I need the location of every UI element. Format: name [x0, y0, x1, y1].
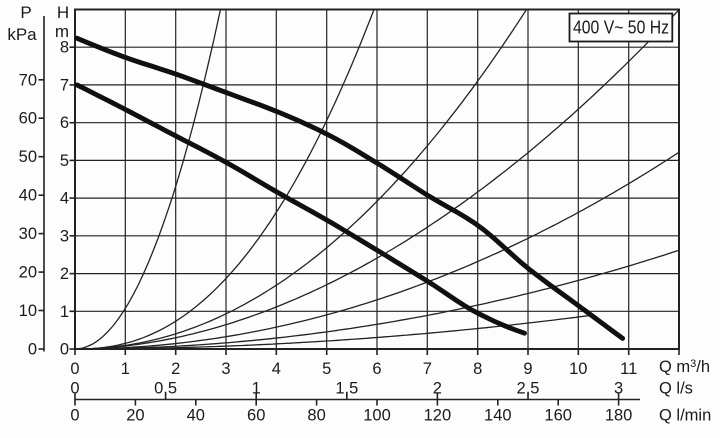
svg-text:180: 180: [605, 407, 633, 425]
svg-text:0: 0: [60, 341, 69, 359]
svg-text:100: 100: [363, 407, 391, 425]
svg-text:Q l/min: Q l/min: [659, 407, 711, 425]
svg-text:0: 0: [28, 341, 37, 359]
svg-text:1,5: 1,5: [335, 380, 358, 398]
svg-text:10: 10: [19, 302, 37, 320]
svg-text:4: 4: [272, 360, 281, 378]
svg-text:40: 40: [19, 187, 37, 205]
svg-text:20: 20: [126, 407, 144, 425]
svg-text:0: 0: [70, 360, 79, 378]
svg-text:60: 60: [247, 407, 265, 425]
svg-text:20: 20: [19, 264, 37, 282]
svg-text:3: 3: [60, 227, 69, 245]
svg-text:2: 2: [171, 360, 180, 378]
svg-text:30: 30: [19, 225, 37, 243]
svg-text:8: 8: [473, 360, 482, 378]
svg-text:50: 50: [19, 148, 37, 166]
svg-text:10: 10: [569, 360, 587, 378]
svg-text:7: 7: [60, 76, 69, 94]
svg-text:4: 4: [60, 190, 69, 208]
svg-text:80: 80: [307, 407, 325, 425]
svg-text:3: 3: [221, 360, 230, 378]
svg-text:8: 8: [60, 39, 69, 57]
svg-text:0: 0: [70, 407, 79, 425]
svg-text:6: 6: [372, 360, 381, 378]
svg-text:2: 2: [433, 380, 442, 398]
svg-text:Q l/s: Q l/s: [659, 380, 693, 398]
svg-text:160: 160: [544, 407, 572, 425]
svg-text:7: 7: [423, 360, 432, 378]
svg-text:m: m: [55, 22, 69, 41]
svg-text:5: 5: [322, 360, 331, 378]
svg-text:60: 60: [19, 110, 37, 128]
svg-text:120: 120: [424, 407, 452, 425]
svg-text:400 V~ 50 Hz: 400 V~ 50 Hz: [573, 18, 669, 38]
svg-text:1: 1: [60, 303, 69, 321]
svg-text:1: 1: [252, 380, 261, 398]
svg-text:40: 40: [187, 407, 205, 425]
svg-text:9: 9: [523, 360, 532, 378]
svg-text:70: 70: [19, 71, 37, 89]
svg-text:H: H: [57, 3, 69, 22]
svg-text:0,5: 0,5: [154, 380, 177, 398]
svg-text:Q m3/h: Q m3/h: [659, 358, 710, 376]
svg-text:2: 2: [60, 265, 69, 283]
svg-text:0: 0: [70, 380, 79, 398]
svg-text:kPa: kPa: [7, 25, 37, 44]
svg-text:3: 3: [614, 380, 623, 398]
svg-text:140: 140: [484, 407, 512, 425]
svg-text:1: 1: [121, 360, 130, 378]
svg-text:P: P: [20, 3, 31, 22]
svg-text:6: 6: [60, 114, 69, 132]
svg-text:11: 11: [620, 360, 637, 378]
svg-text:5: 5: [60, 152, 69, 170]
svg-text:2,5: 2,5: [517, 380, 540, 398]
